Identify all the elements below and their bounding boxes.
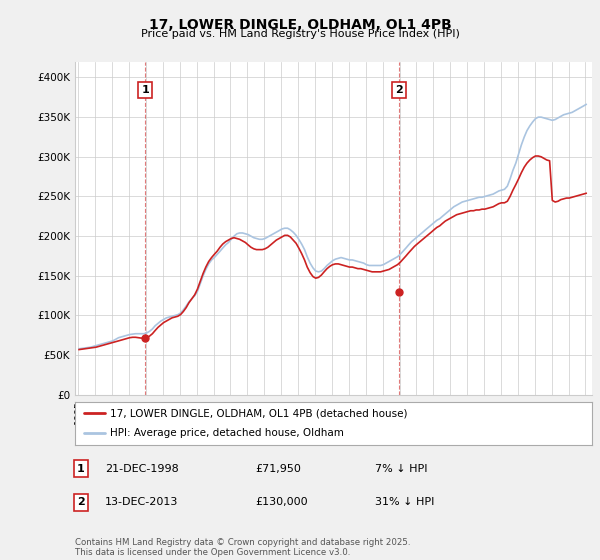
Text: 7% ↓ HPI: 7% ↓ HPI	[375, 464, 427, 474]
Text: 31% ↓ HPI: 31% ↓ HPI	[375, 497, 434, 507]
Text: 17, LOWER DINGLE, OLDHAM, OL1 4PB: 17, LOWER DINGLE, OLDHAM, OL1 4PB	[149, 18, 451, 32]
Text: 1: 1	[77, 464, 85, 474]
Text: 1: 1	[142, 85, 149, 95]
Text: 13-DEC-2013: 13-DEC-2013	[105, 497, 178, 507]
Text: 2: 2	[395, 85, 403, 95]
Text: £71,950: £71,950	[255, 464, 301, 474]
Text: 21-DEC-1998: 21-DEC-1998	[105, 464, 179, 474]
Text: Price paid vs. HM Land Registry's House Price Index (HPI): Price paid vs. HM Land Registry's House …	[140, 29, 460, 39]
Text: HPI: Average price, detached house, Oldham: HPI: Average price, detached house, Oldh…	[110, 428, 344, 438]
Text: Contains HM Land Registry data © Crown copyright and database right 2025.
This d: Contains HM Land Registry data © Crown c…	[75, 538, 410, 557]
Text: 2: 2	[77, 497, 85, 507]
Text: £130,000: £130,000	[255, 497, 308, 507]
Text: 17, LOWER DINGLE, OLDHAM, OL1 4PB (detached house): 17, LOWER DINGLE, OLDHAM, OL1 4PB (detac…	[110, 408, 407, 418]
